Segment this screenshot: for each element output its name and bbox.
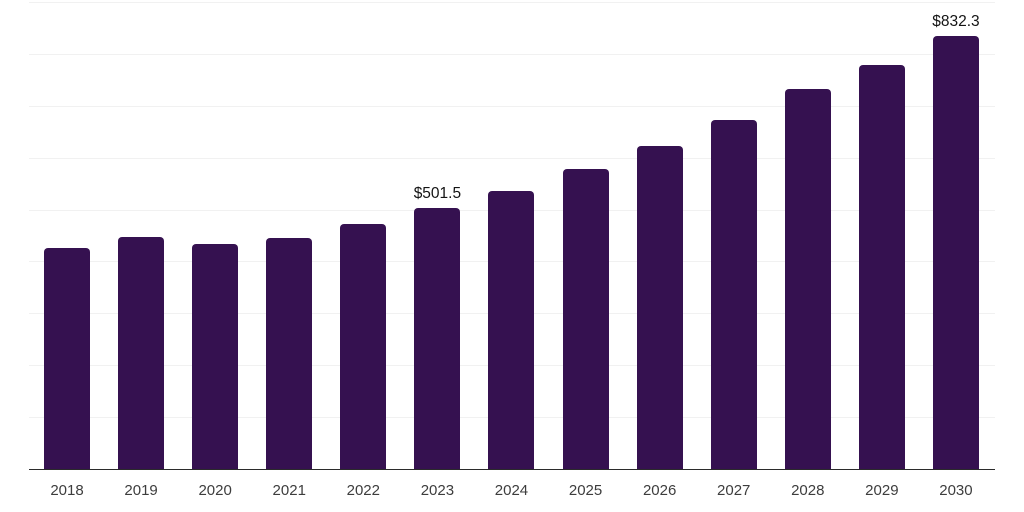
bar-group-2029: 2029	[858, 2, 905, 498]
x-tick-label-2019: 2019	[124, 482, 158, 499]
bar-2025	[562, 169, 609, 469]
bar-group-2022: 2022	[340, 2, 387, 498]
bar-group-2030: $832.3 2030	[932, 2, 980, 498]
value-label-2030: $832.3	[932, 12, 980, 30]
bar-group-2020: 2020	[192, 2, 239, 498]
bar-group-2019: 2019	[118, 2, 165, 498]
bar-group-2025: 2025	[562, 2, 609, 498]
bar-group-2023: $501.5 2023	[413, 2, 462, 498]
x-tick-label-2030: 2030	[939, 482, 973, 499]
x-tick-label-2029: 2029	[865, 482, 899, 499]
x-tick-label-2025: 2025	[568, 482, 603, 499]
x-tick-label-2027: 2027	[717, 482, 751, 499]
bar-2020	[192, 244, 239, 469]
bar-2028	[784, 89, 831, 469]
bar-group-2018: 2018	[44, 2, 90, 498]
bar-group-2027: 2027	[710, 2, 757, 498]
bar-2019	[118, 237, 165, 469]
x-tick-label-2018: 2018	[50, 482, 84, 499]
plot-area: 2018 2019 2020 2021 2022 $501.5 2023 2024 2025 20…	[29, 2, 995, 498]
bar-2027	[710, 119, 757, 469]
bar-2026	[636, 145, 683, 469]
bar-2018	[44, 248, 90, 469]
bar-group-2026: 2026	[636, 2, 683, 498]
bar-group-2024: 2024	[488, 2, 535, 498]
value-label-2023: $501.5	[413, 184, 462, 202]
bar-group-2021: 2021	[266, 2, 313, 498]
x-tick-label-2021: 2021	[272, 482, 306, 499]
bar-2022	[340, 224, 387, 469]
x-tick-label-2024: 2024	[494, 482, 529, 499]
bar-2023	[414, 208, 461, 469]
bar-2029	[858, 65, 905, 469]
bar-2030	[932, 36, 979, 469]
x-tick-label-2028: 2028	[791, 482, 825, 499]
x-tick-label-2026: 2026	[642, 482, 677, 499]
x-tick-label-2022: 2022	[346, 482, 380, 499]
bar-2021	[266, 238, 313, 469]
bar-2024	[488, 190, 535, 469]
x-tick-label-2023: 2023	[420, 482, 455, 499]
bar-group-2028: 2028	[784, 2, 831, 498]
x-tick-label-2020: 2020	[198, 482, 232, 499]
bars-container: 2018 2019 2020 2021 2022 $501.5 2023 2024 2025 20…	[29, 2, 995, 498]
